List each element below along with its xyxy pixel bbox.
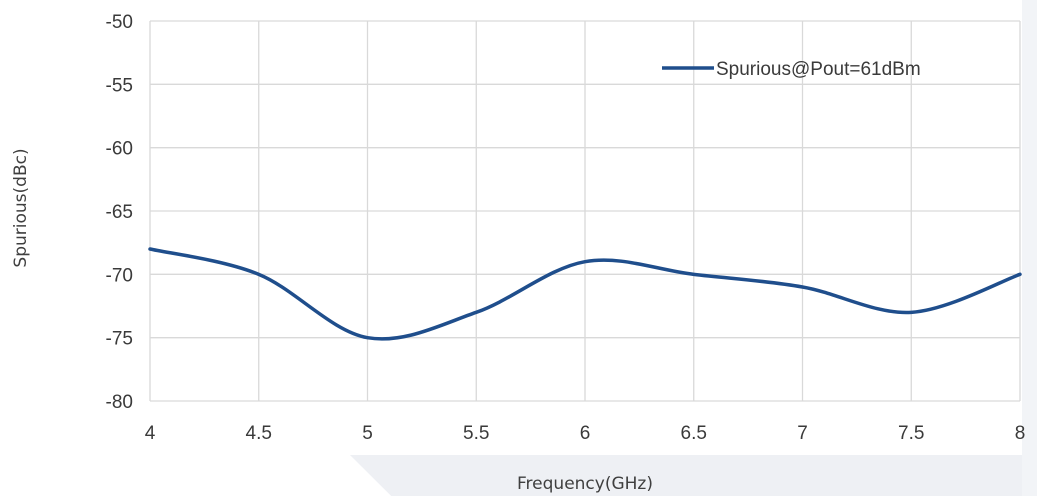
y-axis-ticks: -50 -55 -60 -65 -70 -75 -80 (106, 12, 133, 413)
series-line (148, 247, 1022, 341)
legend: Spurious@Pout=61dBm (662, 59, 921, 80)
x-tick-label: 4.5 (246, 423, 272, 444)
series-layer (148, 247, 1022, 341)
x-tick-label: 6.5 (681, 423, 707, 444)
x-axis-title: Frequency(GHz) (517, 474, 653, 494)
legend-label: Spurious@Pout=61dBm (716, 59, 921, 80)
y-tick-label: -65 (106, 202, 133, 223)
decorative-background-panel-right (1022, 0, 1037, 496)
y-tick-label: -80 (106, 392, 133, 413)
x-axis-ticks: 4 4.5 5 5.5 6 6.5 7 7.5 8 (145, 423, 1026, 444)
x-tick-label: 5.5 (463, 423, 489, 444)
y-tick-label: -55 (106, 75, 133, 96)
y-tick-label: -60 (106, 139, 133, 160)
x-tick-label: 6 (580, 423, 591, 444)
x-tick-label: 4 (145, 423, 156, 444)
x-tick-label: 8 (1015, 423, 1026, 444)
y-axis-title: Spurious(dBc) (11, 148, 31, 267)
x-tick-label: 7.5 (898, 423, 924, 444)
decorative-background-panel (350, 455, 1037, 496)
y-tick-label: -50 (106, 12, 133, 33)
y-tick-label: -70 (106, 265, 133, 286)
x-tick-label: 7 (797, 423, 808, 444)
grid-lines (149, 20, 1021, 402)
x-tick-label: 5 (362, 423, 373, 444)
y-tick-label: -75 (106, 329, 133, 350)
